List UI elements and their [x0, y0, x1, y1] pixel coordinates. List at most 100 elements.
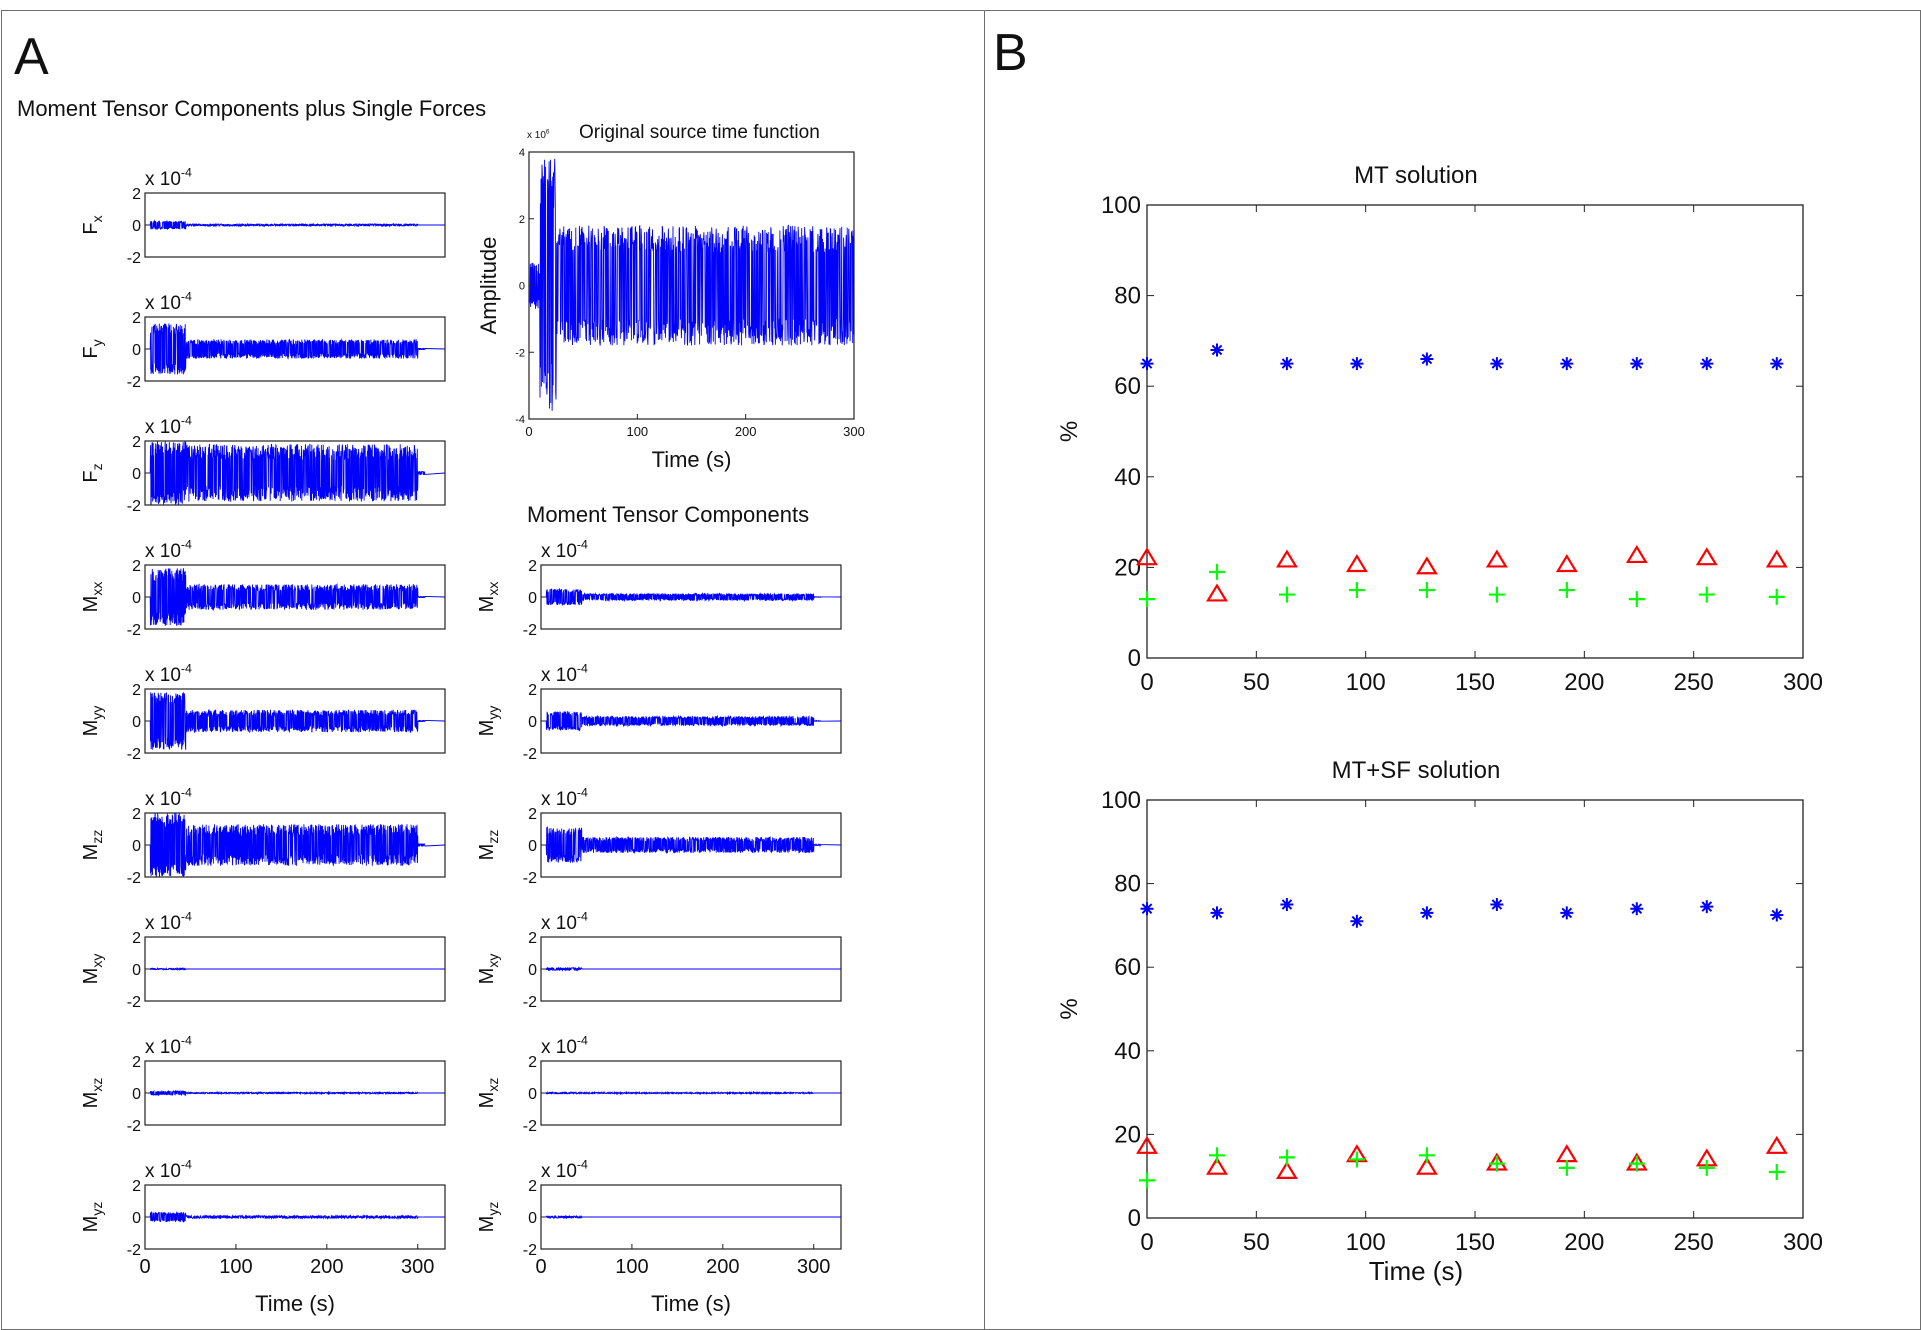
y-axis-label: Mxz: [80, 1078, 105, 1109]
triangle-marker: [1765, 1135, 1788, 1154]
y-tick-label: 2: [132, 806, 141, 823]
waveform-trace: [541, 966, 841, 972]
x-axis-label: Time (s): [255, 1291, 335, 1316]
waveform-trace: [541, 587, 842, 606]
triangle-marker: [1206, 583, 1228, 602]
exponent-label: x 10-4: [145, 289, 192, 314]
axes-box: [1146, 204, 1804, 659]
y-axis-label: Mxy: [476, 954, 501, 985]
plus-marker: [1768, 1164, 1785, 1181]
y-axis-label: Mxx: [476, 582, 501, 613]
y-tick-label: 0: [132, 838, 141, 855]
exponent-label: x 10-4: [541, 661, 588, 686]
star-marker: [1560, 357, 1574, 371]
plus-marker: [1278, 586, 1295, 603]
subplot-source-time-function: -4 -2 0 2 4 0 100 200 300 Time (s) Amplitude Origin…: [476, 122, 865, 472]
waveform-trace: [541, 710, 842, 732]
exponent-label: x 10-4: [541, 785, 588, 810]
x-tick-label: 150: [1455, 1229, 1495, 1256]
subplot-myy_sf: 2 0 -2 Myy x 10-4: [80, 661, 446, 763]
subplot-fy: 2 0 -2 Fy x 10-4: [80, 289, 446, 391]
y-tick-label: 0: [528, 838, 537, 855]
y-tick-label: 60: [1114, 954, 1141, 981]
exponent-label: x 10-4: [145, 1157, 192, 1182]
y-tick-label: -2: [127, 1118, 141, 1135]
exponent-label: x 10-4: [541, 909, 588, 934]
plus-marker: [1139, 1172, 1155, 1189]
y-tick-label: 2: [528, 1178, 537, 1195]
plus-marker: [1278, 1149, 1295, 1166]
x-tick-label: 50: [1243, 1229, 1270, 1256]
plus-marker: [1208, 563, 1225, 580]
y-tick-label: 60: [1114, 373, 1141, 400]
subplot-mxx_sf: 2 0 -2 Mxx x 10-4: [80, 537, 446, 639]
triangle-marker: [1345, 554, 1368, 573]
triangle-marker: [1485, 549, 1508, 568]
subplot-mxy_mt: 2 0 -2 Mxy x 10-4: [476, 909, 842, 1011]
plus-marker: [1418, 1147, 1435, 1164]
y-tick-label: -2: [523, 746, 537, 763]
x-tick-label: 100: [1346, 669, 1386, 696]
y-axis-label: Fx: [80, 215, 105, 234]
plus-marker: [1558, 1159, 1575, 1176]
x-tick-label: 300: [1783, 669, 1823, 696]
waveform-trace: [541, 1090, 841, 1096]
triangle-marker: [1415, 1156, 1438, 1175]
x-tick-label: 200: [1564, 1229, 1604, 1256]
triangle-marker: [1275, 549, 1298, 568]
y-tick-label: 0: [132, 218, 141, 235]
subplot-myy_mt: 2 0 -2 Myy x 10-4: [476, 661, 842, 763]
star-marker: [1280, 357, 1294, 371]
x-tick-label: 100: [1346, 1229, 1386, 1256]
y-tick-label: 0: [1128, 1205, 1141, 1232]
y-tick-label: 80: [1114, 871, 1141, 898]
subplot-mxx_mt: 2 0 -2 Mxx x 10-4: [476, 537, 842, 639]
y-tick-label: 0: [528, 1210, 537, 1227]
y-tick-label: 0: [132, 1086, 141, 1103]
x-tick-label: 150: [1455, 669, 1495, 696]
y-tick-label: -2: [523, 994, 537, 1011]
plus-marker: [1698, 1159, 1715, 1176]
panel-a-right-title: Moment Tensor Components: [527, 502, 809, 527]
y-axis-label: Mxz: [476, 1078, 501, 1109]
x-tick-label: 300: [797, 1256, 830, 1278]
subplot-fx: 2 0 -2 Fx x 10-4: [80, 165, 446, 267]
subplot-fz: 2 0 -2 Fz x 10-4: [80, 413, 446, 515]
waveform-trace: [145, 1210, 446, 1223]
x-tick-label: 200: [735, 424, 757, 439]
x-tick-label: 250: [1674, 669, 1714, 696]
triangle-marker: [1136, 547, 1158, 566]
x-tick-label: 300: [843, 424, 865, 439]
star-marker: [1490, 898, 1504, 911]
exponent-label: x 10-4: [541, 1033, 588, 1058]
y-tick-label: -2: [127, 994, 141, 1011]
y-tick-label: 2: [132, 186, 141, 203]
y-tick-label: 100: [1101, 787, 1141, 814]
waveform-trace: [145, 323, 446, 375]
y-tick-label: -2: [523, 622, 537, 639]
exponent-label: x 10-4: [541, 1157, 588, 1182]
triangle-marker: [1206, 1156, 1228, 1175]
subplot-mt-solution: 0 20 40 60 80 100 0 50 100 150 200 250 300 MT solutio…: [1056, 162, 1823, 696]
waveform-trace: [145, 440, 446, 505]
triangle-marker: [1765, 549, 1788, 568]
chart-title: Original source time function: [579, 122, 820, 143]
y-axis-label: Mzz: [476, 830, 501, 861]
y-tick-label: 2: [132, 1054, 141, 1071]
plus-marker: [1558, 582, 1575, 599]
x-tick-label: 0: [535, 1256, 546, 1278]
y-tick-label: 2: [528, 558, 537, 575]
exponent-label: x 10-4: [145, 909, 192, 934]
y-tick-label: 2: [519, 214, 525, 226]
y-axis-label: %: [1056, 421, 1083, 442]
triangle-marker: [1275, 1160, 1298, 1179]
y-tick-label: 100: [1101, 192, 1141, 219]
y-tick-label: 40: [1114, 464, 1141, 491]
waveform-trace: [145, 966, 445, 972]
y-tick-label: 2: [528, 682, 537, 699]
y-tick-label: 0: [1128, 645, 1141, 672]
y-axis-label: Mzz: [80, 830, 105, 861]
star-marker: [1560, 906, 1574, 920]
x-tick-label: 200: [706, 1256, 739, 1278]
